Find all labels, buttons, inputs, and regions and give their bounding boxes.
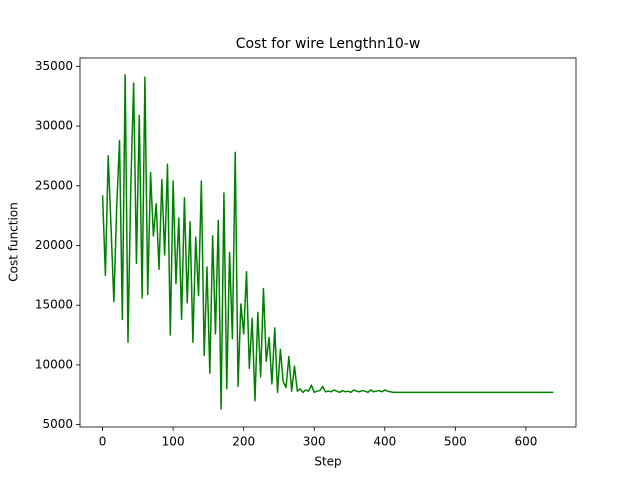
x-tick-label: 100 [162, 435, 185, 449]
x-tick-label: 0 [99, 435, 107, 449]
y-tick-label: 30000 [35, 119, 73, 133]
line [101, 73, 554, 410]
chart-title: Cost for wire Lengthn10-w [236, 36, 421, 52]
y-tick-label: 20000 [35, 238, 73, 252]
x-axis-label: Step [314, 455, 341, 469]
x-tick-label: 500 [444, 435, 467, 449]
y-tick-label: 25000 [35, 178, 73, 192]
y-tick-label: 5000 [42, 417, 73, 431]
x-tick-label: 600 [514, 435, 537, 449]
y-tick-label: 35000 [35, 59, 73, 73]
x-tick-label: 200 [232, 435, 255, 449]
x-tick-label: 300 [303, 435, 326, 449]
plot-frame [79, 57, 577, 428]
x-tick-label: 400 [373, 435, 396, 449]
y-axis-label: Cost function [7, 202, 21, 282]
y-tick-label: 10000 [35, 357, 73, 371]
y-tick-label: 15000 [35, 298, 73, 312]
